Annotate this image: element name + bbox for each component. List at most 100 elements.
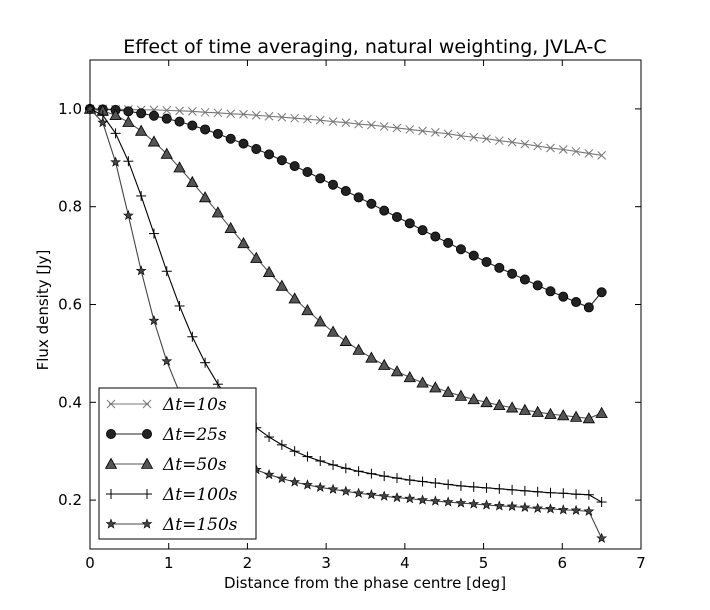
- data-point: [276, 439, 287, 450]
- legend-marker: [142, 489, 152, 499]
- data-point: [443, 237, 454, 248]
- series-4: [84, 103, 608, 543]
- legend: Δt=10s Δt=25s Δt=50s Δt=100s Δt=150s: [98, 387, 257, 540]
- data-point: [392, 123, 402, 133]
- data-point: [583, 302, 594, 313]
- data-point: [455, 244, 466, 255]
- data-point: [596, 287, 607, 298]
- data-point: [353, 192, 364, 203]
- data-point: [430, 477, 441, 488]
- data-point: [558, 488, 569, 499]
- data-point: [482, 134, 491, 144]
- data-point: [455, 480, 466, 491]
- data-point: [187, 120, 198, 131]
- legend-marker: [106, 489, 116, 499]
- data-point: [226, 109, 236, 119]
- legend-entry: Δt=10s: [106, 395, 227, 415]
- data-point: [187, 106, 197, 116]
- data-point: [390, 365, 404, 377]
- series-1: [85, 103, 607, 313]
- data-point: [198, 191, 212, 203]
- data-point: [596, 497, 607, 508]
- legend-marker: [141, 518, 153, 529]
- legend-marker: [106, 428, 117, 439]
- data-point: [391, 491, 403, 503]
- legend-entry: Δt=150s: [105, 515, 238, 535]
- y-tick-label: 0.6: [58, 296, 82, 314]
- data-point: [148, 228, 159, 239]
- data-point: [264, 149, 275, 160]
- data-point: [518, 403, 532, 415]
- data-point: [430, 231, 441, 242]
- data-point: [303, 114, 312, 124]
- x-tick-label: 2: [243, 554, 253, 572]
- data-point: [187, 331, 198, 342]
- data-point: [582, 412, 596, 424]
- data-point: [378, 358, 391, 370]
- data-point: [545, 286, 556, 297]
- data-point: [122, 209, 134, 221]
- data-point: [327, 483, 339, 494]
- data-point: [135, 265, 147, 276]
- data-point: [289, 476, 301, 487]
- data-point: [519, 485, 530, 496]
- data-point: [315, 173, 326, 184]
- data-point: [391, 473, 402, 484]
- data-point: [366, 489, 377, 500]
- data-point: [161, 266, 172, 277]
- data-point: [366, 198, 377, 209]
- data-point: [262, 265, 276, 278]
- data-point: [212, 128, 223, 139]
- data-point: [328, 117, 338, 126]
- data-point: [211, 206, 225, 218]
- data-point: [417, 476, 428, 487]
- data-point: [277, 112, 287, 122]
- data-point: [326, 325, 340, 337]
- y-tick-label: 1.0: [58, 100, 82, 118]
- data-point: [442, 496, 454, 507]
- data-point: [544, 407, 557, 419]
- data-point: [200, 107, 210, 117]
- data-point: [468, 498, 480, 509]
- data-point: [315, 115, 325, 125]
- data-point: [417, 494, 428, 505]
- legend-marker: [104, 457, 118, 469]
- y-tick-label: 0.2: [58, 491, 82, 509]
- data-point: [467, 393, 480, 405]
- legend-entry: Δt=50s: [104, 455, 227, 475]
- data-point: [481, 499, 492, 510]
- legend-label: Δt=100s: [162, 485, 238, 505]
- data-point: [174, 116, 185, 127]
- data-point: [134, 124, 148, 136]
- data-point: [352, 343, 365, 355]
- data-point: [468, 250, 479, 261]
- data-point: [506, 500, 518, 512]
- data-point: [148, 110, 159, 121]
- data-point: [276, 155, 287, 166]
- data-point: [404, 218, 415, 229]
- data-point: [148, 314, 160, 326]
- data-point: [275, 279, 289, 291]
- data-point: [315, 455, 326, 466]
- data-point: [301, 304, 314, 316]
- data-point: [379, 205, 390, 216]
- data-point: [494, 262, 505, 273]
- data-point: [123, 106, 134, 117]
- data-point: [584, 149, 594, 158]
- legend-marker: [140, 457, 154, 469]
- data-point: [441, 385, 455, 397]
- data-point: [366, 468, 377, 479]
- legend-marker: [105, 518, 117, 529]
- data-point: [136, 108, 147, 119]
- data-point: [147, 135, 161, 147]
- legend-marker: [141, 428, 152, 439]
- data-point: [456, 131, 466, 141]
- data-point: [353, 466, 364, 477]
- data-point: [173, 161, 186, 173]
- y-tick-label: 0.4: [58, 393, 82, 411]
- data-point: [379, 471, 390, 482]
- data-point: [417, 225, 428, 236]
- data-point: [533, 141, 543, 151]
- x-tick-label: 4: [400, 554, 410, 572]
